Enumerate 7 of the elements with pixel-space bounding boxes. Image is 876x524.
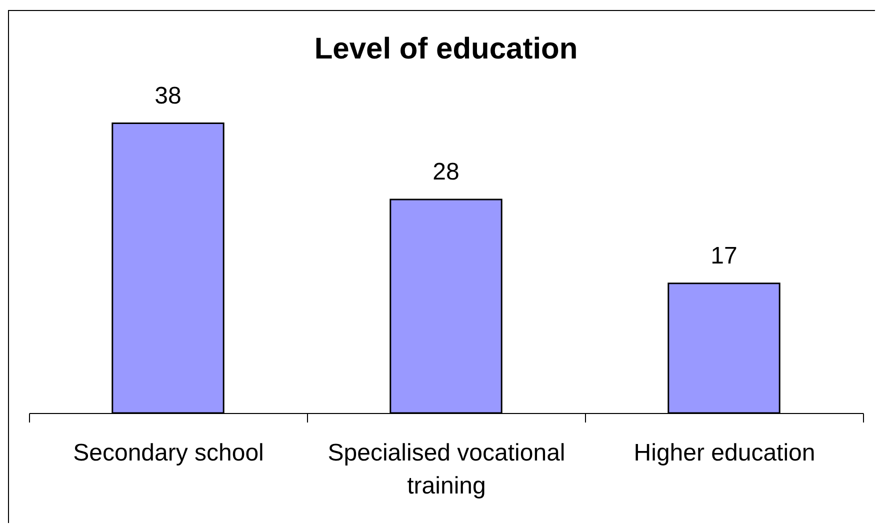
x-tick-label: Secondary school: [73, 440, 264, 466]
data-label: 17: [710, 242, 738, 270]
data-label: 38: [154, 82, 182, 110]
x-tick-label: Higher education: [634, 440, 816, 466]
data-label: 28: [432, 158, 460, 186]
chart-title: Level of education: [314, 32, 578, 66]
x-tick-label: Specialised vocational training: [328, 440, 566, 500]
